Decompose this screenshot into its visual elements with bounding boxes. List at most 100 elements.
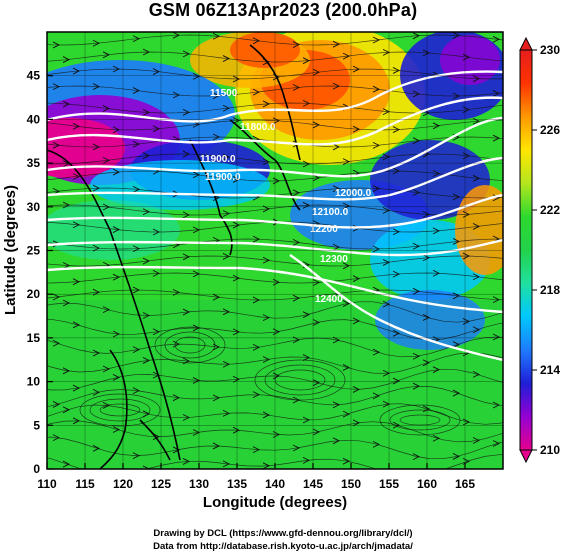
circulation-loop <box>174 336 206 354</box>
streamline-arrow <box>92 39 101 47</box>
streamline-arrow <box>472 174 481 182</box>
height-contours <box>47 70 503 362</box>
streamline-arrow <box>332 401 341 409</box>
streamline-arrow <box>222 308 231 316</box>
streamline-arrow <box>492 401 501 409</box>
streamline-arrow <box>62 406 71 414</box>
circulation-loop <box>254 359 346 401</box>
streamline-arrow <box>62 262 71 269</box>
streamline-arrow <box>252 446 261 454</box>
streamline-arrow <box>103 471 109 477</box>
streamline-arrow <box>292 84 301 91</box>
streamline-arrow <box>262 411 271 419</box>
streamline-arrow <box>422 254 431 262</box>
streamline-arrow <box>342 300 351 307</box>
streamline-arrow <box>62 100 71 108</box>
streamline-arrow <box>492 134 501 142</box>
streamline-arrow <box>142 357 151 364</box>
streamline-arrow <box>332 243 341 251</box>
streamline-arrow <box>372 348 381 356</box>
streamline-arrow <box>372 141 381 149</box>
streamline-arrow <box>392 167 401 175</box>
streamline-arrow <box>52 41 61 49</box>
streamline-arrow <box>102 365 111 373</box>
streamline-arrow <box>52 434 61 442</box>
streamline-arrow <box>112 273 121 281</box>
streamline-arrow <box>102 51 111 59</box>
streamline-arrow <box>352 317 361 325</box>
streamline-arrow <box>232 426 241 434</box>
streamline-arrow <box>412 287 421 295</box>
streamline-arrow <box>472 437 481 444</box>
streamline-arrow <box>222 104 231 112</box>
streamline-arrow <box>182 211 191 219</box>
colorbar-tick-label: 218 <box>540 283 560 297</box>
streamline-arrow <box>342 364 351 371</box>
streamline-arrow <box>172 446 181 454</box>
streamline-arrow <box>492 333 501 341</box>
streamline-arrow <box>152 125 161 133</box>
streamline-arrow <box>262 100 271 108</box>
streamline-arrow <box>112 374 121 381</box>
streamline-arrow <box>222 253 231 260</box>
streamline-arrow <box>212 92 221 100</box>
streamline-arrow <box>92 184 101 192</box>
streamline-arrow <box>212 133 221 141</box>
colorbar-ticks: 210 214 218 222 226 230 <box>532 43 560 457</box>
streamline-arrow <box>102 156 111 164</box>
streamline-arrow <box>182 253 191 261</box>
streamline-arrow <box>492 90 501 97</box>
streamline-arrow <box>492 296 501 304</box>
streamline-arrow <box>472 223 481 230</box>
streamline-arrow <box>142 109 151 116</box>
streamline-arrow <box>132 286 141 294</box>
streamline-arrow <box>152 433 161 441</box>
streamline-arrow <box>332 437 341 445</box>
streamline-arrow <box>352 125 361 133</box>
streamline-arrow <box>452 92 461 100</box>
streamline-arrow <box>132 140 141 148</box>
streamline-arrow <box>292 444 301 452</box>
streamline-arrow <box>352 65 361 73</box>
streamline-arrow <box>52 293 61 301</box>
streamline-arrow <box>232 75 241 83</box>
contour-label: 12200 <box>310 224 338 235</box>
y-tick-label: 20 <box>27 287 41 301</box>
streamline-arrow <box>92 349 101 357</box>
streamline-arrow <box>392 126 401 133</box>
streamline-arrow <box>422 210 431 218</box>
streamline-arrow <box>492 35 501 43</box>
streamline-arrow <box>432 366 441 374</box>
streamline-arrow <box>452 389 461 397</box>
streamline-arrow <box>102 401 111 409</box>
colorbar-tick-label: 210 <box>540 443 560 457</box>
contour-label: 11800.0 <box>240 122 276 133</box>
streamline-arrow <box>312 428 321 436</box>
streamline-arrow <box>112 126 121 134</box>
streamline-arrow <box>472 326 481 334</box>
streamline-arrow <box>372 85 381 93</box>
streamline-arrow <box>232 117 241 124</box>
streamline-arrow <box>342 457 351 465</box>
streamline-arrow <box>432 434 441 442</box>
contour-label: 12000.0 <box>335 188 372 199</box>
x-tick-label: 165 <box>455 477 475 491</box>
streamline-arrow <box>182 308 191 316</box>
credit-line-data: Data from http://database.rish.kyoto-u.a… <box>153 541 413 552</box>
plot-title: GSM 06Z13Apr2023 (200.0hPa) <box>148 0 418 20</box>
streamline-arrow <box>212 32 221 40</box>
y-axis-ticks: 0 5 10 15 20 25 30 35 40 45 <box>27 69 53 476</box>
streamline-arrow <box>312 379 321 387</box>
streamline-arrow <box>382 468 385 469</box>
streamline-arrow <box>432 170 441 177</box>
streamline-arrow <box>342 410 351 418</box>
streamline-arrow <box>142 152 151 160</box>
x-tick-label: 135 <box>227 477 247 491</box>
streamline-arrow <box>212 394 221 402</box>
credit-line-dcl: Drawing by DCL (https://www.gfd-dennou.o… <box>153 528 413 539</box>
streamline-arrow <box>452 32 461 39</box>
streamline-arrow <box>92 244 101 252</box>
streamline-arrow <box>152 269 161 277</box>
x-axis-label: Longitude (degrees) <box>203 494 347 511</box>
y-tick-label: 35 <box>27 156 41 170</box>
